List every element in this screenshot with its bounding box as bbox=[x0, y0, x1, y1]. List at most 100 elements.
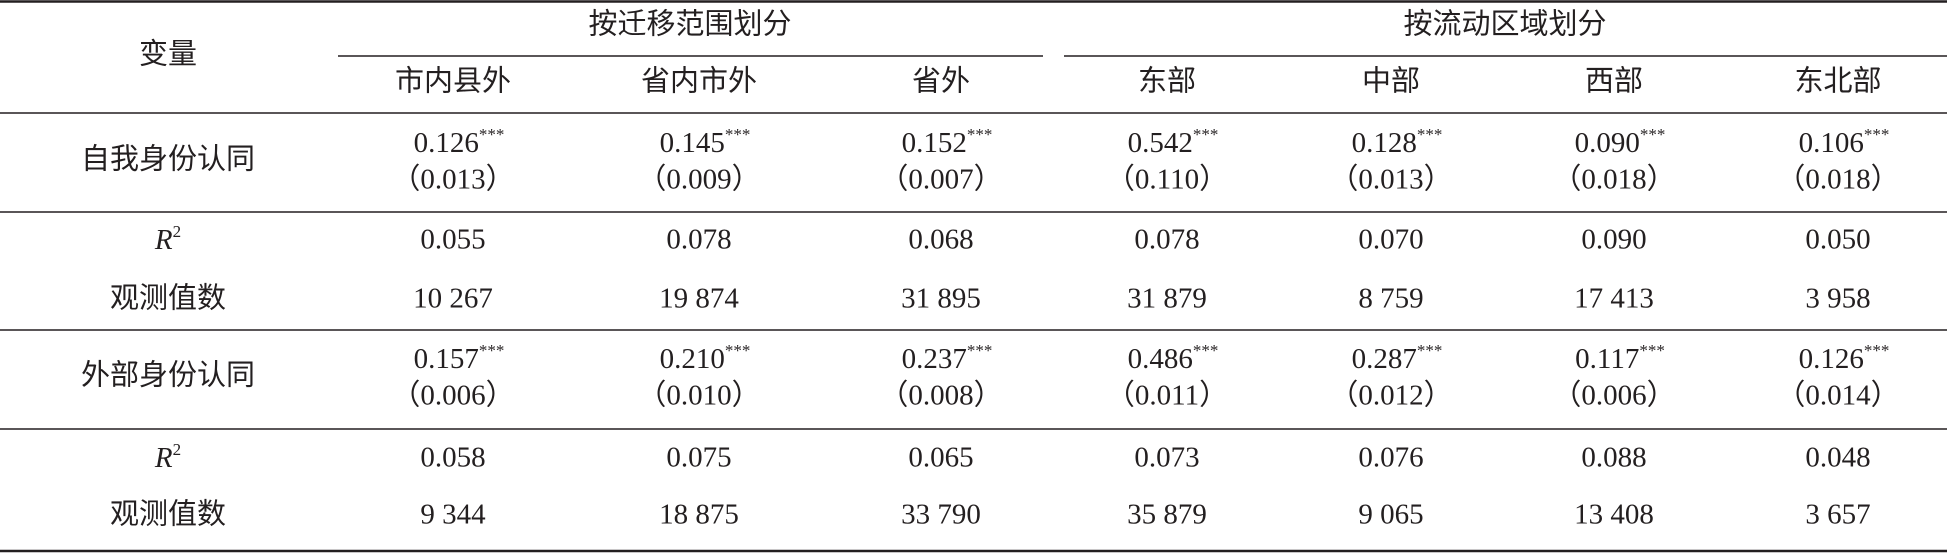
significance-stars: *** bbox=[1864, 341, 1890, 360]
group-header: 按迁移范围划分 bbox=[588, 8, 791, 41]
r2-value: 0.075 bbox=[666, 442, 731, 474]
coefficient-value: 0.287 bbox=[1352, 343, 1417, 375]
r2-value: 0.090 bbox=[1581, 224, 1646, 256]
significance-stars: *** bbox=[1864, 125, 1890, 144]
r2-value: 0.078 bbox=[666, 224, 731, 256]
standard-error: （0.008） bbox=[879, 380, 1002, 412]
row-label-header: 变量 bbox=[139, 38, 197, 71]
n-value: 19 874 bbox=[659, 283, 739, 315]
coefficient-value: 0.157 bbox=[414, 343, 479, 375]
r2-label: R2 bbox=[154, 222, 181, 256]
r2-value: 0.088 bbox=[1581, 442, 1646, 474]
r2-value: 0.070 bbox=[1358, 224, 1423, 256]
coefficient: 0.090*** bbox=[1575, 125, 1666, 159]
coefficient-value: 0.152 bbox=[902, 127, 967, 159]
coefficient: 0.542*** bbox=[1128, 125, 1219, 159]
significance-stars: *** bbox=[1639, 341, 1665, 360]
column-header: 省内市外 bbox=[641, 65, 757, 98]
n-value: 9 344 bbox=[420, 499, 486, 531]
standard-error: （0.009） bbox=[637, 164, 760, 196]
r2-value: 0.073 bbox=[1134, 442, 1199, 474]
r2-base: R bbox=[154, 224, 173, 256]
standard-error: （0.110） bbox=[1106, 164, 1228, 196]
n-value: 8 759 bbox=[1358, 283, 1423, 315]
coefficient-value: 0.106 bbox=[1799, 127, 1864, 159]
coefficient-value: 0.128 bbox=[1352, 127, 1417, 159]
coefficient-value: 0.117 bbox=[1575, 343, 1639, 375]
r2-value: 0.068 bbox=[908, 224, 973, 256]
n-value: 3 958 bbox=[1805, 283, 1870, 315]
coefficient: 0.486*** bbox=[1128, 341, 1219, 375]
n-label: 观测值数 bbox=[110, 282, 226, 315]
coefficient-value: 0.145 bbox=[660, 127, 725, 159]
coefficient: 0.117*** bbox=[1575, 341, 1665, 375]
coefficient: 0.126*** bbox=[414, 125, 505, 159]
standard-error: （0.018） bbox=[1776, 164, 1899, 196]
coefficient-value: 0.126 bbox=[1799, 343, 1864, 375]
coefficient-value: 0.542 bbox=[1128, 127, 1193, 159]
r2-value: 0.050 bbox=[1805, 224, 1870, 256]
coefficient: 0.145*** bbox=[660, 125, 751, 159]
standard-error: （0.018） bbox=[1552, 164, 1675, 196]
r2-value: 0.058 bbox=[420, 442, 485, 474]
column-header: 市内县外 bbox=[395, 65, 511, 98]
significance-stars: *** bbox=[1193, 341, 1219, 360]
standard-error: （0.011） bbox=[1106, 380, 1228, 412]
n-value: 35 879 bbox=[1127, 499, 1207, 531]
section-label: 外部身份认同 bbox=[81, 359, 255, 392]
standard-error: （0.006） bbox=[391, 380, 514, 412]
n-value: 33 790 bbox=[901, 499, 981, 531]
coefficient-value: 0.486 bbox=[1128, 343, 1193, 375]
significance-stars: *** bbox=[479, 341, 505, 360]
n-value: 10 267 bbox=[413, 283, 493, 315]
coefficient-value: 0.237 bbox=[902, 343, 967, 375]
significance-stars: *** bbox=[967, 341, 993, 360]
n-value: 9 065 bbox=[1358, 499, 1423, 531]
column-header: 西部 bbox=[1585, 65, 1643, 98]
r2-value: 0.055 bbox=[420, 224, 485, 256]
coefficient: 0.106*** bbox=[1799, 125, 1890, 159]
standard-error: （0.006） bbox=[1552, 380, 1675, 412]
r2-sup: 2 bbox=[173, 440, 182, 459]
group-header: 按流动区域划分 bbox=[1403, 8, 1606, 41]
coefficient: 0.237*** bbox=[902, 341, 993, 375]
r2-value: 0.076 bbox=[1358, 442, 1423, 474]
column-header: 东北部 bbox=[1794, 65, 1881, 98]
r2-base: R bbox=[154, 442, 173, 474]
r2-value: 0.048 bbox=[1805, 442, 1870, 474]
significance-stars: *** bbox=[1417, 125, 1443, 144]
significance-stars: *** bbox=[1640, 125, 1666, 144]
standard-error: （0.014） bbox=[1776, 380, 1899, 412]
significance-stars: *** bbox=[725, 125, 751, 144]
coefficient-value: 0.126 bbox=[414, 127, 479, 159]
significance-stars: *** bbox=[967, 125, 993, 144]
n-value: 13 408 bbox=[1574, 499, 1654, 531]
section-label: 自我身份认同 bbox=[81, 143, 255, 176]
r2-value: 0.078 bbox=[1134, 224, 1199, 256]
n-value: 31 895 bbox=[901, 283, 981, 315]
n-value: 31 879 bbox=[1127, 283, 1207, 315]
coefficient-value: 0.090 bbox=[1575, 127, 1640, 159]
standard-error: （0.007） bbox=[879, 164, 1002, 196]
n-label: 观测值数 bbox=[110, 498, 226, 531]
standard-error: （0.013） bbox=[391, 164, 514, 196]
r2-label: R2 bbox=[154, 440, 181, 474]
coefficient: 0.128*** bbox=[1352, 125, 1443, 159]
coefficient: 0.157*** bbox=[414, 341, 505, 375]
column-header: 省外 bbox=[912, 65, 970, 98]
standard-error: （0.013） bbox=[1329, 164, 1452, 196]
coefficient: 0.152*** bbox=[902, 125, 993, 159]
column-header: 东部 bbox=[1138, 65, 1196, 98]
standard-error: （0.010） bbox=[637, 380, 760, 412]
standard-error: （0.012） bbox=[1329, 380, 1452, 412]
coefficient: 0.210*** bbox=[660, 341, 751, 375]
coefficient-value: 0.210 bbox=[660, 343, 725, 375]
r2-value: 0.065 bbox=[908, 442, 973, 474]
coefficient: 0.126*** bbox=[1799, 341, 1890, 375]
significance-stars: *** bbox=[1417, 341, 1443, 360]
significance-stars: *** bbox=[725, 341, 751, 360]
coefficient: 0.287*** bbox=[1352, 341, 1443, 375]
significance-stars: *** bbox=[479, 125, 505, 144]
r2-sup: 2 bbox=[173, 222, 182, 241]
